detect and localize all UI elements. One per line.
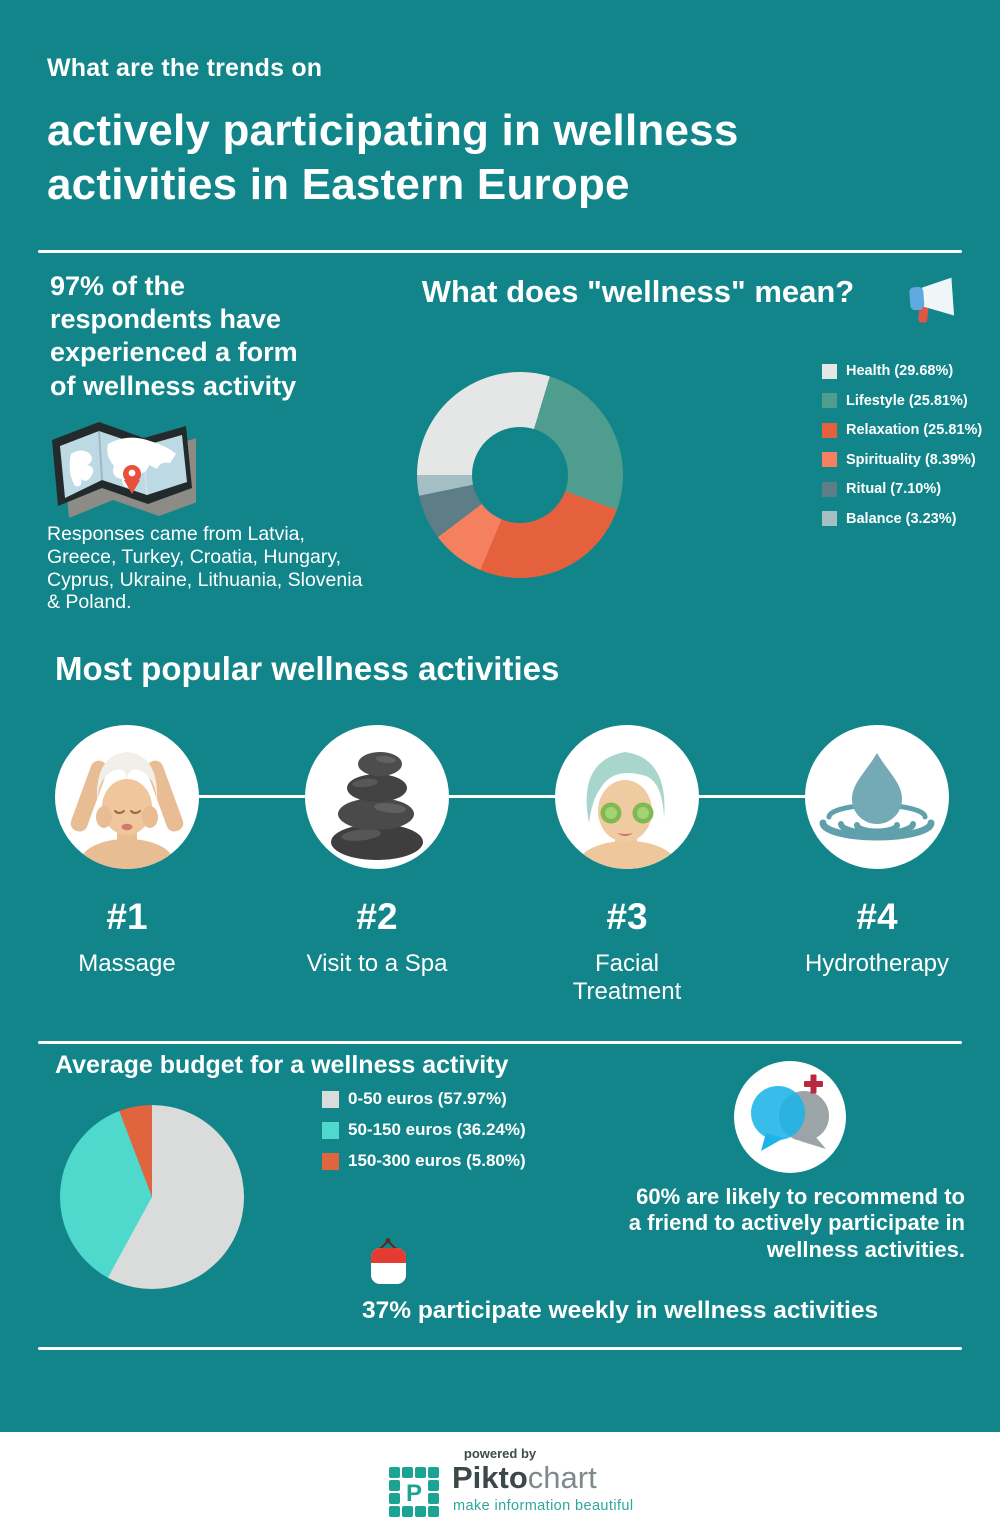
- legend-swatch: [822, 452, 837, 467]
- footer: powered by P Piktochart make information…: [0, 1432, 1000, 1534]
- divider: [38, 250, 962, 253]
- connector-line: [199, 795, 305, 798]
- legend-label: Balance (3.23%): [846, 510, 957, 527]
- legend-swatch: [822, 422, 837, 438]
- rank-label: #3: [606, 896, 648, 937]
- popular-heading: Most popular wellness activities: [55, 650, 560, 687]
- recommend-fact: 60% are likely to recommend to a friend …: [628, 1184, 965, 1262]
- stat-97-percent: 97% of the respondents have experienced …: [50, 271, 298, 401]
- legend-swatch: [822, 363, 837, 379]
- donut-hole: [472, 427, 568, 523]
- responses-note: Responses came from Latvia, Greece, Turk…: [47, 523, 363, 614]
- connector-line: [449, 795, 555, 798]
- legend-label: 150-300 euros (5.80%): [348, 1151, 526, 1170]
- legend-item: Health (29.68%): [822, 363, 982, 379]
- chat-bubbles-icon: [734, 1061, 846, 1173]
- divider: [38, 1041, 962, 1044]
- legend-item: Lifestyle (25.81%): [822, 393, 982, 409]
- header-kicker: What are the trends on: [47, 54, 323, 82]
- brand-light: chart: [527, 1460, 597, 1495]
- budget-pie-chart: [60, 1105, 244, 1289]
- wellness-donut-legend: Health (29.68%) Lifestyle (25.81%) Relaxat…: [822, 363, 982, 527]
- divider: [38, 1347, 962, 1350]
- page-title: actively participating in wellness activ…: [47, 106, 739, 210]
- budget-heading: Average budget for a wellness activity: [55, 1051, 509, 1079]
- legend-item: Ritual (7.10%): [822, 481, 982, 497]
- legend-item: Balance (3.23%): [822, 511, 982, 527]
- legend-item: Relaxation (25.81%): [822, 422, 982, 438]
- legend-label: 50-150 euros (36.24%): [348, 1120, 526, 1139]
- legend-item: 50-150 euros (36.24%): [322, 1120, 526, 1140]
- legend-item: 0-50 euros (57.97%): [322, 1089, 526, 1109]
- activity-name: Visit to a Spa: [306, 950, 448, 977]
- legend-swatch: [322, 1090, 339, 1108]
- facial-treatment-icon: [555, 725, 699, 869]
- massage-icon: [55, 725, 199, 869]
- wellness-meaning-heading: What does "wellness" mean?: [421, 274, 855, 309]
- legend-swatch: [822, 511, 837, 526]
- legend-label: Ritual (7.10%): [846, 481, 942, 497]
- legend-label: Health (29.68%): [846, 363, 954, 379]
- calendar-icon: [366, 1236, 412, 1293]
- legend-label: Lifestyle (25.81%): [846, 392, 968, 409]
- legend-swatch: [822, 481, 837, 497]
- legend-swatch: [822, 393, 837, 408]
- legend-item: Spirituality (8.39%): [822, 452, 982, 468]
- brand-bold: Pikto: [452, 1460, 528, 1495]
- piktochart-logo-icon: P: [388, 1466, 440, 1523]
- legend-label: Relaxation (25.81%): [846, 422, 983, 438]
- weekly-fact: 37% participate weekly in wellness activ…: [362, 1297, 879, 1324]
- legend-item: 150-300 euros (5.80%): [322, 1151, 526, 1171]
- folded-map-icon: [44, 410, 203, 527]
- connector-line: [699, 795, 805, 798]
- activity-name: Massage: [78, 950, 176, 977]
- legend-swatch: [322, 1121, 339, 1139]
- activity-name: Hydrotherapy: [804, 950, 950, 977]
- hydrotherapy-icon: [805, 725, 949, 869]
- legend-label: 0-50 euros (57.97%): [348, 1089, 507, 1108]
- activity-name: Facial Treatment: [572, 950, 682, 1006]
- brand-tagline: make information beautiful: [453, 1498, 634, 1514]
- megaphone-icon: [908, 277, 956, 330]
- spa-stones-icon: [305, 725, 449, 869]
- wellness-donut-chart: [417, 372, 623, 578]
- brand-wordmark: Piktochart: [452, 1462, 597, 1493]
- svg-text:P: P: [406, 1480, 422, 1507]
- rank-label: #2: [356, 896, 398, 937]
- legend-swatch: [322, 1152, 339, 1170]
- powered-by-label: powered by: [463, 1446, 537, 1461]
- rank-label: #4: [856, 896, 898, 937]
- rank-label: #1: [106, 896, 148, 937]
- budget-legend: 0-50 euros (57.97%) 50-150 euros (36.24%)…: [322, 1089, 526, 1171]
- legend-label: Spirituality (8.39%): [846, 451, 976, 468]
